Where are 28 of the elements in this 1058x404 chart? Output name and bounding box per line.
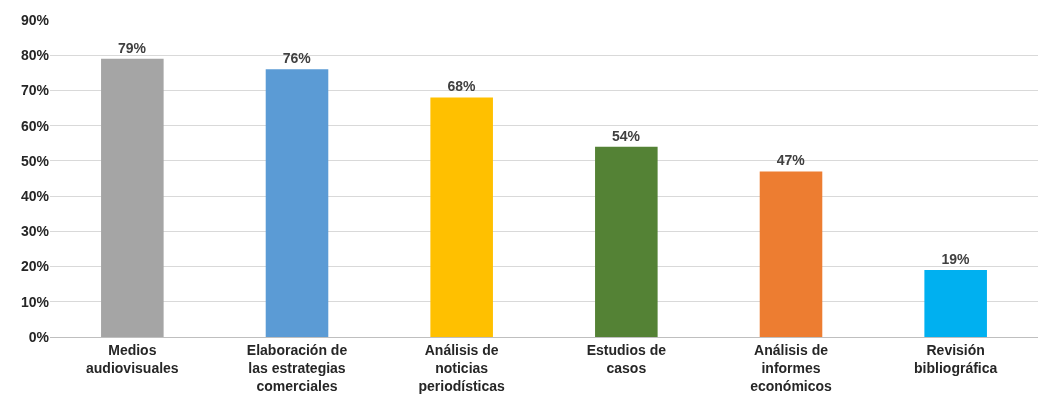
y-tick-label: 10%	[20, 293, 50, 310]
data-label: 79%	[118, 39, 147, 56]
data-label: 76%	[282, 50, 312, 67]
data-label: 47%	[776, 152, 806, 169]
y-tick-label: 50%	[20, 152, 50, 169]
bar	[759, 171, 823, 337]
bar	[924, 270, 987, 337]
bar	[265, 69, 329, 337]
data-label: 19%	[941, 251, 970, 268]
x-tick-label: Análisis de noticias periodísticas	[418, 341, 506, 395]
x-tick-label: Elaboración de las estrategias comerciales	[246, 341, 348, 395]
y-tick-label: 20%	[20, 258, 50, 275]
data-label: 54%	[612, 127, 641, 144]
y-tick-label: 80%	[20, 47, 50, 64]
y-tick-label: 40%	[20, 188, 50, 205]
x-tick-label: Medios audiovisuales	[86, 341, 179, 376]
bar	[101, 58, 164, 337]
bar	[430, 97, 493, 337]
y-tick-label: 70%	[20, 82, 50, 99]
bar	[595, 146, 658, 337]
x-tick-label: Análisis de informes económicos	[750, 341, 833, 395]
y-tick-label: 30%	[20, 223, 50, 240]
x-tick-label: Estudios de casos	[586, 341, 667, 376]
y-tick-label: 90%	[20, 11, 50, 28]
x-tick-label: Revisión bibliográfica	[914, 341, 998, 376]
y-tick-label: 0%	[28, 328, 50, 345]
y-tick-label: 60%	[20, 117, 50, 134]
data-label: 68%	[447, 78, 476, 95]
